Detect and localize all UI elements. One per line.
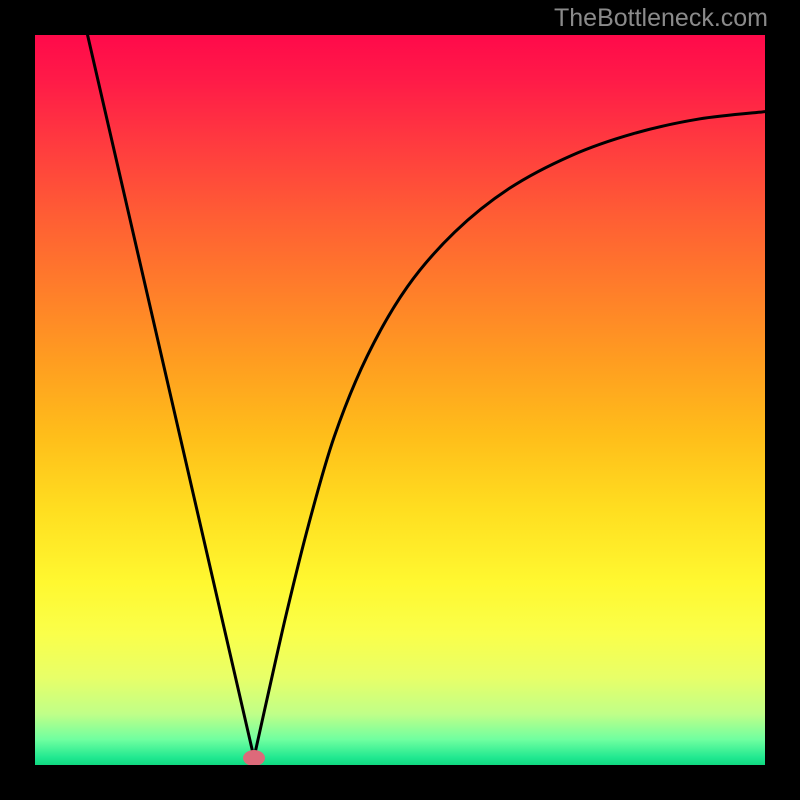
- curve-min-marker: [243, 750, 265, 765]
- curve-svg: [35, 35, 765, 765]
- curve-left-branch: [88, 35, 254, 758]
- chart-frame: [0, 0, 800, 800]
- plot-area: [35, 35, 765, 765]
- curve-right-branch: [254, 112, 765, 758]
- watermark-text: TheBottleneck.com: [554, 4, 768, 33]
- chart-stage: TheBottleneck.com: [0, 0, 800, 800]
